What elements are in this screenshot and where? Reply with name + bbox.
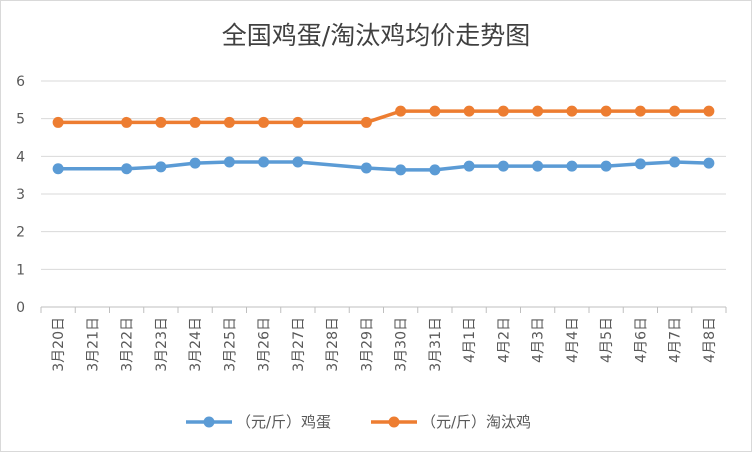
- x-tick-label: 3月30日: [394, 317, 410, 372]
- x-tick-label: 3月22日: [120, 317, 136, 372]
- data-point: [429, 164, 441, 176]
- x-axis-ticks: 3月20日 3月21日 3月22日 3月23日 3月24日 3月25日 3月26日 3月27日…: [51, 317, 718, 372]
- grid: [41, 80, 726, 270]
- data-point: [600, 160, 612, 172]
- y-tick-label: 3: [16, 187, 25, 203]
- data-point: [395, 105, 407, 117]
- data-point: [634, 158, 646, 170]
- data-point: [497, 105, 509, 117]
- data-point: [463, 105, 475, 117]
- data-point: [189, 157, 201, 169]
- chart-title: 全国鸡蛋/淘汰鸡均价走势图: [222, 21, 530, 50]
- legend: （元/斤）鸡蛋 （元/斤）淘汰鸡: [186, 413, 531, 431]
- x-axis: [40, 306, 727, 313]
- x-tick-label: 3月24日: [188, 317, 204, 372]
- x-tick-label: 4月3日: [531, 317, 547, 363]
- y-tick-label: 5: [16, 112, 25, 128]
- data-point: [463, 160, 475, 172]
- x-tick-label: 3月23日: [154, 317, 170, 372]
- y-tick-label: 2: [16, 225, 25, 241]
- data-point: [121, 163, 133, 175]
- legend-swatch-marker: [203, 416, 215, 428]
- data-point: [634, 105, 646, 117]
- x-tick-label: 4月6日: [633, 317, 649, 363]
- data-point: [669, 105, 681, 117]
- data-point: [121, 116, 133, 128]
- series-group: [52, 105, 715, 176]
- data-point: [566, 160, 578, 172]
- x-tick-label: 4月7日: [668, 317, 684, 363]
- legend-label: （元/斤）鸡蛋: [236, 413, 331, 431]
- x-tick-label: 3月25日: [222, 317, 238, 372]
- data-point: [703, 157, 715, 169]
- data-point: [258, 116, 270, 128]
- x-tick-label: 3月26日: [257, 317, 273, 372]
- x-tick-label: 4月8日: [702, 317, 718, 363]
- data-point: [258, 156, 270, 168]
- data-point: [360, 116, 372, 128]
- data-point: [600, 105, 612, 117]
- x-tick-label: 3月21日: [85, 317, 101, 372]
- data-point: [497, 160, 509, 172]
- x-tick-label: 3月20日: [51, 317, 67, 372]
- data-point: [566, 105, 578, 117]
- y-tick-label: 0: [16, 300, 25, 316]
- x-tick-label: 4月2日: [496, 317, 512, 363]
- legend-label: （元/斤）淘汰鸡: [421, 413, 531, 431]
- series-line-0: [58, 160, 709, 172]
- series-line-1: [58, 109, 709, 125]
- legend-swatch-marker: [388, 416, 400, 428]
- data-point: [532, 160, 544, 172]
- data-point: [395, 164, 407, 176]
- x-tick-label: 4月1日: [462, 317, 478, 363]
- y-tick-label: 6: [16, 74, 25, 90]
- data-point: [223, 156, 235, 168]
- x-tick-label: 3月27日: [291, 317, 307, 372]
- y-axis-ticks: 0 1 2 3 4 5 6: [16, 74, 25, 316]
- data-point: [155, 116, 167, 128]
- x-tick-label: 4月5日: [599, 317, 615, 363]
- y-tick-label: 4: [16, 149, 25, 165]
- data-point: [669, 156, 681, 168]
- x-tick-label: 4月4日: [565, 317, 581, 363]
- x-tick-label: 3月31日: [428, 317, 444, 372]
- data-point: [292, 156, 304, 168]
- x-tick-label: 3月29日: [359, 317, 375, 372]
- data-point: [703, 105, 715, 117]
- data-point: [155, 161, 167, 173]
- data-point: [429, 105, 441, 117]
- data-point: [360, 162, 372, 174]
- data-point: [52, 116, 64, 128]
- data-point: [292, 116, 304, 128]
- x-tick-label: 3月28日: [325, 317, 341, 372]
- data-point: [189, 116, 201, 128]
- data-point: [532, 105, 544, 117]
- data-point: [223, 116, 235, 128]
- y-tick-label: 1: [16, 262, 25, 278]
- data-point: [52, 163, 64, 175]
